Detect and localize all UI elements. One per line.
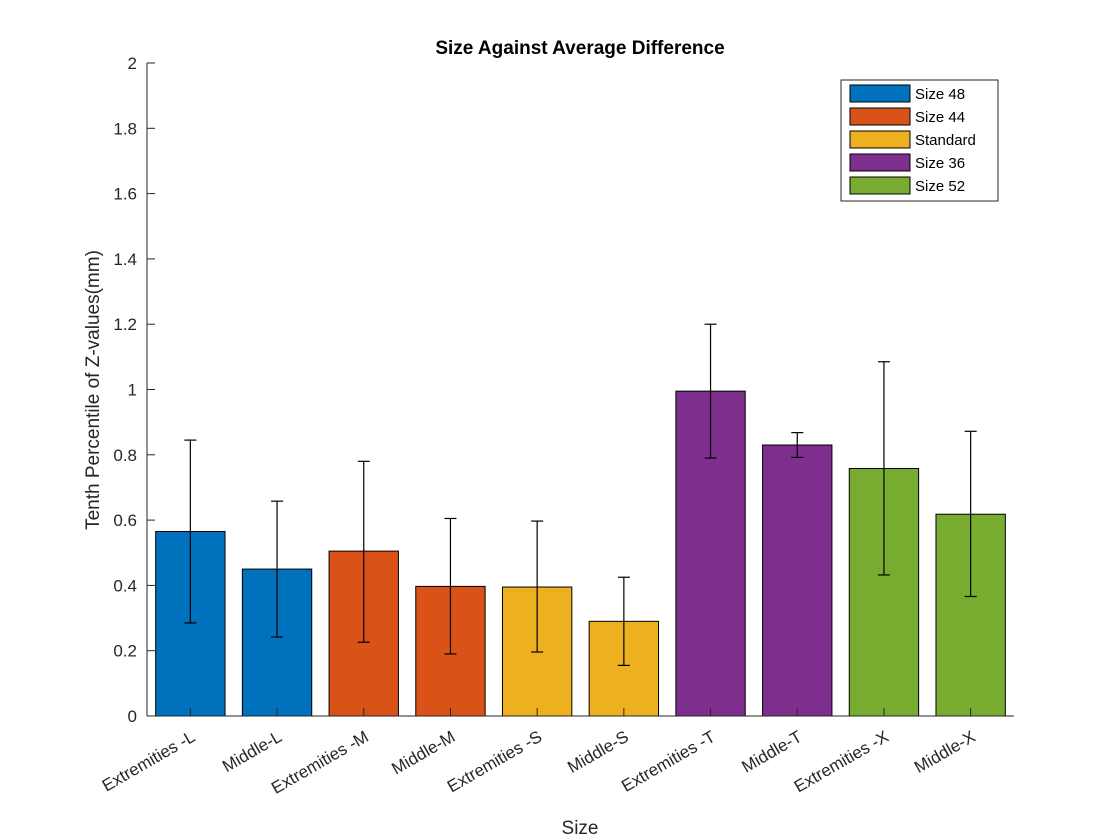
y-tick-label-7: 1.4 bbox=[113, 250, 137, 269]
y-tick-label-6: 1.2 bbox=[113, 315, 137, 334]
y-tick-label-8: 1.6 bbox=[113, 185, 137, 204]
x-tick-label-7: Middle-T bbox=[738, 727, 805, 777]
legend-label-1: Size 44 bbox=[915, 109, 965, 126]
y-tick-label-4: 0.8 bbox=[113, 446, 137, 465]
x-tick-label-4: Extremities -S bbox=[444, 727, 545, 796]
x-tick-label-9: Middle-X bbox=[911, 727, 979, 777]
y-tick-label-3: 0.6 bbox=[113, 511, 137, 530]
x-tick-label-1: Middle-L bbox=[219, 727, 285, 776]
legend-label-2: Standard bbox=[915, 132, 976, 149]
bar-7 bbox=[762, 444, 833, 717]
legend-label-3: Size 36 bbox=[915, 155, 965, 172]
legend-swatch-2 bbox=[849, 130, 911, 149]
y-axis-label: Tenth Percentile of Z-values(mm) bbox=[83, 250, 104, 530]
y-tick-label-5: 1 bbox=[128, 381, 137, 400]
x-tick-label-3: Middle-M bbox=[388, 727, 458, 778]
x-axis-label: Size bbox=[562, 818, 599, 839]
x-tick-label-6: Extremities -T bbox=[618, 727, 718, 796]
x-tick-label-0: Extremities -L bbox=[99, 727, 198, 795]
legend-swatch-4 bbox=[849, 176, 911, 195]
y-tick-label-1: 0.2 bbox=[113, 642, 137, 661]
legend: Size 48 Size 44 Standard Size 36 Size 52 bbox=[840, 79, 999, 202]
x-tick-label-5: Middle-S bbox=[564, 727, 632, 777]
chart-title: Size Against Average Difference bbox=[435, 38, 724, 59]
legend-label-4: Size 52 bbox=[915, 178, 965, 195]
y-tick-label-9: 1.8 bbox=[113, 119, 137, 138]
legend-swatch-1 bbox=[849, 107, 911, 126]
y-tick-label-10: 2 bbox=[128, 54, 137, 73]
legend-label-0: Size 48 bbox=[915, 86, 965, 103]
y-tick-label-0: 0 bbox=[128, 707, 137, 726]
x-tick-label-8: Extremities -X bbox=[791, 727, 892, 796]
legend-swatch-0 bbox=[849, 84, 911, 103]
y-tick-label-2: 0.4 bbox=[113, 576, 137, 595]
x-tick-label-2: Extremities -M bbox=[268, 727, 372, 798]
legend-swatch-3 bbox=[849, 153, 911, 172]
